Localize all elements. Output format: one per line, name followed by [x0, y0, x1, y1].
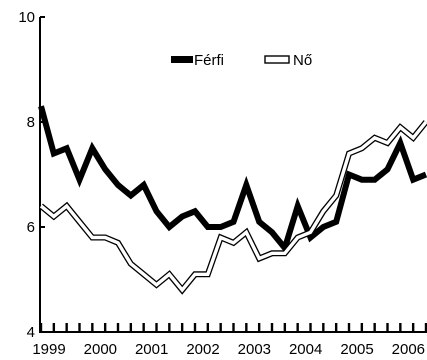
- series-line-no: [39, 120, 427, 293]
- axes: 4 6 8 10 1999 2000 2001 2002 2003 2004 2005 2006: [18, 9, 427, 358]
- legend-swatch-no: [264, 55, 290, 64]
- x-tick-label: 1999: [32, 341, 65, 358]
- legend-label-ferfi: Férfi: [194, 52, 224, 69]
- series-outline-no: [39, 120, 427, 295]
- x-tick-label: 2001: [135, 341, 168, 358]
- x-tick-label: 2003: [238, 341, 271, 358]
- series-line-ferfi: [38, 105, 427, 255]
- y-tick-label: 8: [27, 114, 35, 131]
- y-tick-label: 4: [27, 324, 35, 341]
- legend-swatch-ferfi: [171, 56, 193, 63]
- x-tick-label: 2002: [186, 341, 219, 358]
- y-tick-label: 6: [27, 219, 35, 236]
- legend-label-no: Nő: [293, 52, 312, 69]
- x-tick-label: 2005: [340, 341, 373, 358]
- y-tick-label: 10: [18, 9, 35, 26]
- series-layer: [38, 105, 427, 295]
- x-tick-label: 2004: [289, 341, 322, 358]
- x-tick-label: 2000: [84, 341, 117, 358]
- legend: Férfi Nő: [171, 52, 312, 69]
- x-tick-label: 2006: [392, 341, 425, 358]
